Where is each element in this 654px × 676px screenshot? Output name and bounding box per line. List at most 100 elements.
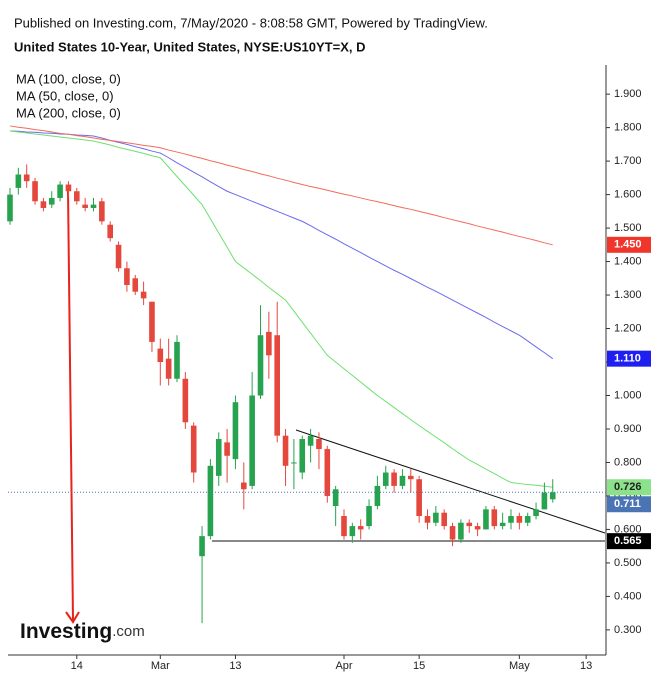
price-label: 0.711 bbox=[614, 498, 641, 510]
candle-body bbox=[307, 435, 314, 446]
price-label: 1.450 bbox=[614, 239, 642, 251]
candle-body bbox=[357, 526, 364, 530]
candle-body bbox=[157, 348, 164, 363]
logo-suffix: .com bbox=[112, 623, 145, 640]
y-tick-label: 0.400 bbox=[614, 590, 642, 602]
candle-body bbox=[524, 516, 531, 523]
x-tick-label: Mar bbox=[151, 660, 170, 672]
candle-body bbox=[207, 465, 214, 537]
candle-body bbox=[165, 358, 172, 379]
candle-body bbox=[474, 526, 481, 530]
candle-body bbox=[491, 509, 498, 527]
y-tick-label: 0.600 bbox=[614, 523, 642, 535]
logo: Investing.com bbox=[20, 620, 145, 643]
ma-line bbox=[9, 130, 553, 488]
candle-body bbox=[199, 536, 205, 557]
candle-body bbox=[458, 522, 464, 540]
price-label-box bbox=[607, 350, 651, 367]
candle-body bbox=[190, 425, 197, 473]
candle-body bbox=[508, 516, 514, 523]
candle-body bbox=[349, 526, 356, 537]
x-tick-label: 13 bbox=[580, 660, 592, 672]
price-label-box bbox=[607, 479, 651, 496]
price-label-box bbox=[607, 236, 651, 253]
candle-body bbox=[99, 201, 105, 222]
x-tick-label: 14 bbox=[71, 660, 83, 672]
price-label: 1.110 bbox=[614, 353, 641, 365]
ma-line bbox=[9, 130, 554, 360]
legend-entry: MA (100, close, 0) bbox=[16, 71, 121, 86]
y-tick-label: 1.700 bbox=[614, 155, 642, 167]
candle-body bbox=[366, 505, 372, 527]
y-tick-label: 1.200 bbox=[614, 322, 642, 334]
candle-body bbox=[533, 509, 539, 517]
candle-body bbox=[516, 516, 523, 523]
trendline bbox=[295, 429, 606, 534]
candle-body bbox=[291, 462, 297, 464]
candle-body bbox=[90, 204, 97, 208]
candle-body bbox=[408, 475, 414, 480]
y-tick-label: 0.300 bbox=[614, 624, 642, 636]
candle-body bbox=[541, 492, 548, 510]
y-tick-label: 1.400 bbox=[614, 255, 642, 267]
candle-body bbox=[483, 509, 489, 530]
candle-body bbox=[466, 522, 473, 527]
legend-entry: MA (200, close, 0) bbox=[16, 105, 121, 120]
legend-entry: MA (50, close, 0) bbox=[16, 88, 114, 103]
candle-body bbox=[274, 335, 280, 436]
price-label-box bbox=[607, 533, 651, 550]
y-tick-label: 0.800 bbox=[614, 456, 642, 468]
y-tick-label: 1.300 bbox=[614, 289, 642, 301]
y-tick-label: 1.800 bbox=[614, 122, 642, 134]
arrow-head bbox=[65, 611, 80, 624]
candle-body bbox=[241, 482, 247, 490]
y-tick-label: 1.900 bbox=[614, 88, 642, 100]
candle-body bbox=[74, 191, 80, 202]
candle-body bbox=[23, 174, 30, 182]
candle-body bbox=[182, 378, 189, 423]
x-tick-label: Apr bbox=[335, 660, 352, 672]
candle-body bbox=[341, 516, 347, 537]
price-label: 0.726 bbox=[614, 481, 642, 493]
candle-body bbox=[57, 184, 63, 198]
candle-body bbox=[499, 522, 506, 527]
logo-brand: Investing bbox=[20, 620, 112, 643]
candle-body bbox=[449, 526, 456, 540]
legend: MA (100, close, 0) MA (50, close, 0) MA (2… bbox=[16, 71, 121, 120]
candle-body bbox=[215, 439, 222, 476]
candle-body bbox=[140, 291, 147, 299]
y-tick-label: 1.000 bbox=[614, 389, 642, 401]
candle-body bbox=[224, 442, 230, 456]
candle-body bbox=[115, 244, 122, 269]
candle-body bbox=[299, 439, 306, 473]
y-tick-label: 0.500 bbox=[614, 557, 642, 569]
candle-body bbox=[391, 472, 397, 486]
candle-body bbox=[124, 268, 130, 285]
x-tick-label: May bbox=[509, 660, 530, 672]
x-tick-label: 15 bbox=[413, 660, 425, 672]
y-tick-label: 0.900 bbox=[614, 423, 642, 435]
candle-body bbox=[324, 449, 331, 496]
candle-body bbox=[132, 278, 139, 292]
candle-body bbox=[65, 184, 72, 192]
x-tick-label: 13 bbox=[229, 660, 241, 672]
arrow bbox=[67, 189, 74, 621]
candle-body bbox=[282, 435, 289, 466]
candle-body bbox=[374, 485, 381, 506]
candle-body bbox=[82, 204, 88, 208]
candle-body bbox=[174, 341, 180, 379]
candle-body bbox=[424, 516, 431, 523]
y-tick-label: 1.500 bbox=[614, 222, 642, 234]
chart-title: United States 10-Year, United States, NY… bbox=[14, 39, 365, 54]
published-note: Published on Investing.com, 7/May/2020 -… bbox=[14, 15, 488, 30]
candle-body bbox=[266, 331, 272, 356]
candle-body bbox=[441, 512, 447, 527]
candle-body bbox=[257, 335, 264, 396]
candle-body bbox=[232, 402, 239, 460]
candle-body bbox=[549, 492, 556, 500]
candle-body bbox=[48, 197, 55, 205]
candle-body bbox=[149, 301, 155, 342]
candle-body bbox=[416, 479, 422, 517]
